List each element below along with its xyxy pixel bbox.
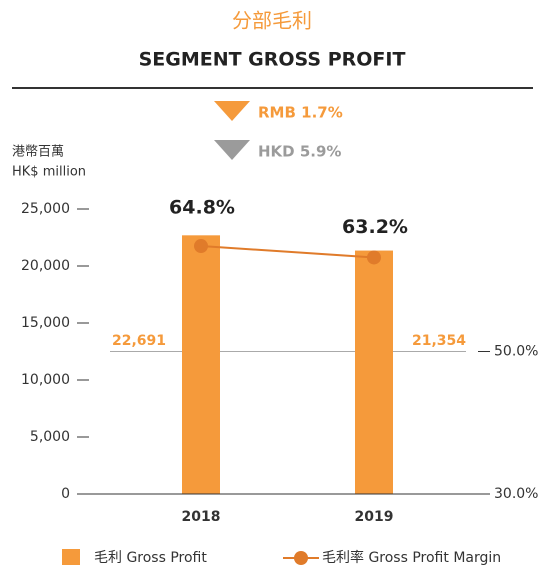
down-arrow — [214, 101, 250, 121]
annotation: RMB 1.7% — [258, 104, 343, 122]
chart-title: 分部毛利 — [232, 9, 312, 33]
y2-tick-label: 30.0% — [494, 486, 538, 502]
point — [367, 250, 381, 265]
point — [194, 239, 208, 254]
y-tick-label: 15,000 — [21, 315, 70, 331]
line — [200, 245, 375, 259]
x-tick-label: 2018 — [182, 509, 221, 525]
x-tick-label: 2019 — [355, 509, 394, 525]
y-tick-label: 0 — [61, 486, 70, 502]
y2-tick-label: 50.0% — [494, 344, 538, 360]
legend-label: 毛利率 Gross Profit Margin — [322, 549, 501, 566]
y-axis-label: 港幣百萬 — [12, 145, 64, 160]
data-label: 63.2% — [342, 216, 408, 238]
data-label: 21,354 — [412, 333, 466, 349]
data-label: 64.8% — [169, 197, 235, 219]
y-tick-label: 20,000 — [21, 258, 70, 274]
legend-label: 毛利 Gross Profit — [94, 550, 207, 566]
annotation: HKD 5.9% — [258, 143, 341, 161]
legend-swatch — [62, 549, 80, 565]
chart-subtitle: SEGMENT GROSS PROFIT — [139, 49, 406, 71]
y-tick-label: 10,000 — [21, 372, 70, 388]
y-tick-label: 5,000 — [30, 429, 70, 445]
y-axis-label: HK$ million — [12, 165, 86, 180]
down-arrow — [214, 140, 250, 160]
legend-swatch — [294, 551, 308, 565]
bar — [182, 235, 220, 494]
data-label: 22,691 — [112, 333, 166, 349]
bar — [355, 250, 393, 494]
y-tick-label: 25,000 — [21, 201, 70, 217]
